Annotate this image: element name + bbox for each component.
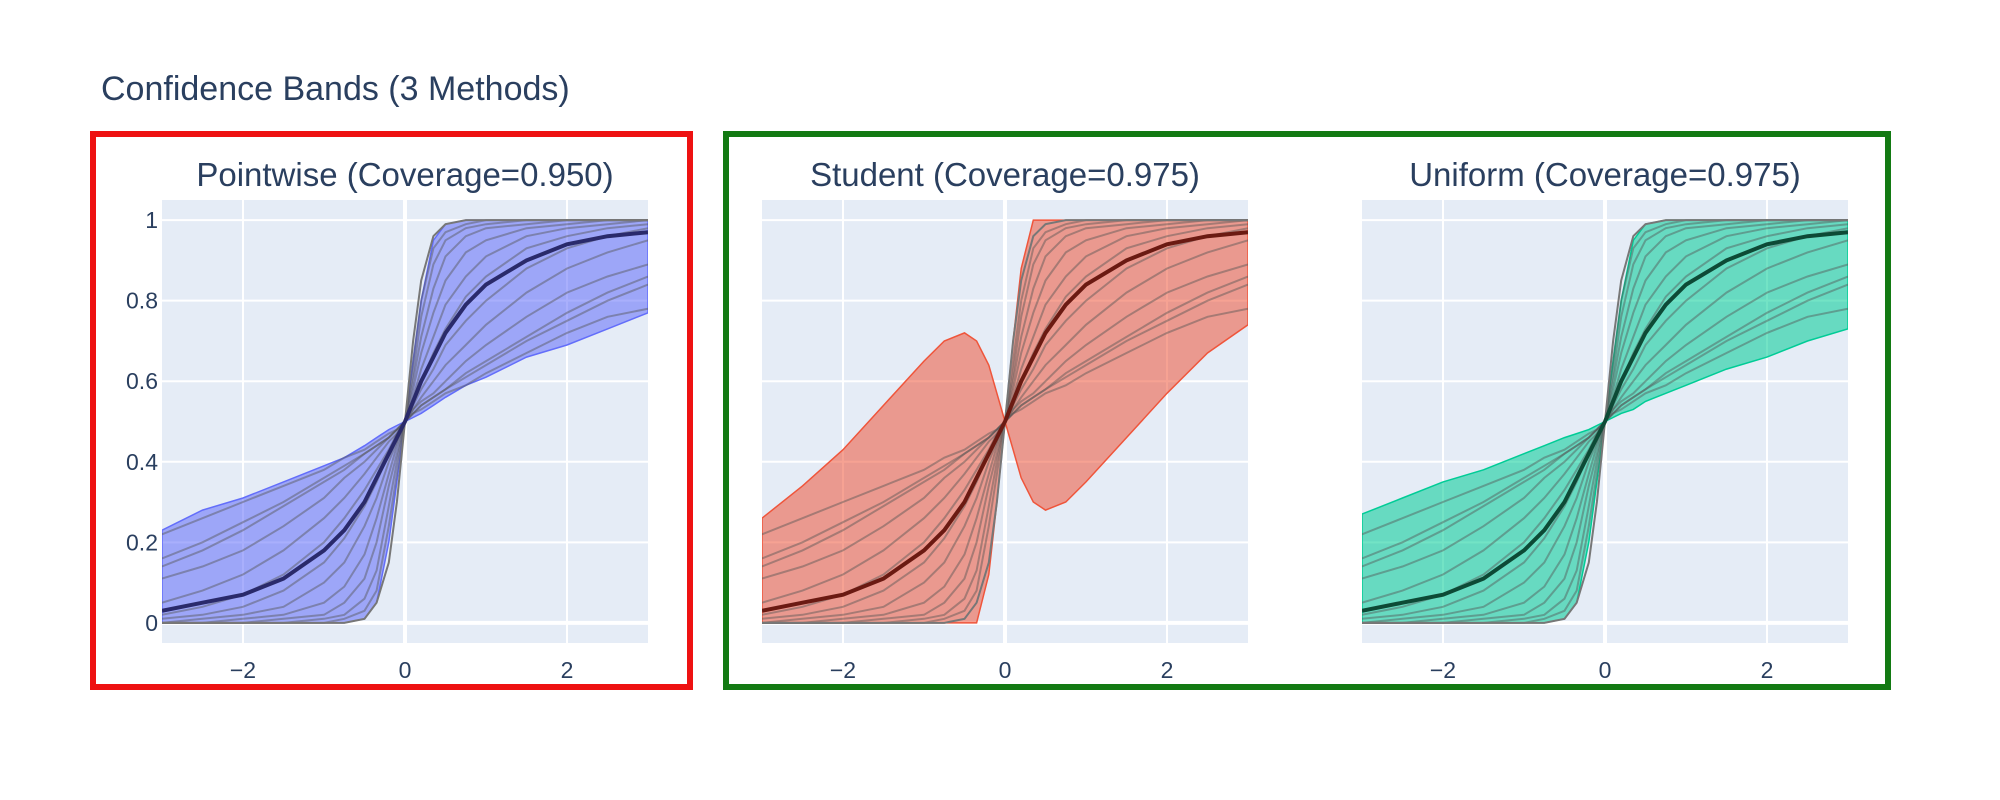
- student-x-tick-label: 2: [1161, 657, 1174, 683]
- uniform-x-tick-label: −2: [1430, 657, 1456, 683]
- pointwise-panel: Pointwise (Coverage=0.950) −2 0 2 0 0.2 0.4 0.6…: [126, 156, 648, 683]
- student-x-tick-label: 0: [999, 657, 1012, 683]
- pointwise-y-tick-label: 0.2: [126, 529, 158, 555]
- student-mean-curve: [762, 230, 1248, 613]
- uniform-subplot-title: Uniform (Coverage=0.975): [1409, 156, 1801, 193]
- student-traces: [762, 219, 1248, 624]
- uniform-panel: Uniform (Coverage=0.975) −2 0 2: [1362, 156, 1848, 683]
- uniform-x-tick-label: 0: [1599, 657, 1612, 683]
- uniform-traces: [1362, 219, 1848, 624]
- pointwise-traces: [162, 219, 648, 624]
- student-panel: Student (Coverage=0.975) −2 0 2: [762, 156, 1248, 683]
- pointwise-y-tick-label: 0.6: [126, 368, 158, 394]
- pointwise-subplot-title: Pointwise (Coverage=0.950): [196, 156, 613, 193]
- pointwise-y-tick-label: 0: [145, 610, 158, 636]
- simultaneous-group-frame: [723, 131, 1891, 690]
- pointwise-x-tick-label: −2: [230, 657, 256, 683]
- pointwise-x-tick-label: 2: [561, 657, 574, 683]
- figure-title: Confidence Bands (3 Methods): [101, 70, 570, 108]
- student-subplot-title: Student (Coverage=0.975): [810, 156, 1200, 193]
- student-x-tick-label: −2: [830, 657, 856, 683]
- pointwise-mean-curve: [162, 230, 648, 613]
- uniform-mean-curve: [1362, 230, 1848, 613]
- pointwise-y-tick-label: 0.8: [126, 288, 158, 314]
- pointwise-group-frame: [90, 131, 693, 690]
- pointwise-x-tick-label: 0: [399, 657, 412, 683]
- pointwise-y-tick-label: 0.4: [126, 449, 158, 475]
- uniform-x-tick-label: 2: [1761, 657, 1774, 683]
- pointwise-y-tick-label: 1: [145, 207, 158, 233]
